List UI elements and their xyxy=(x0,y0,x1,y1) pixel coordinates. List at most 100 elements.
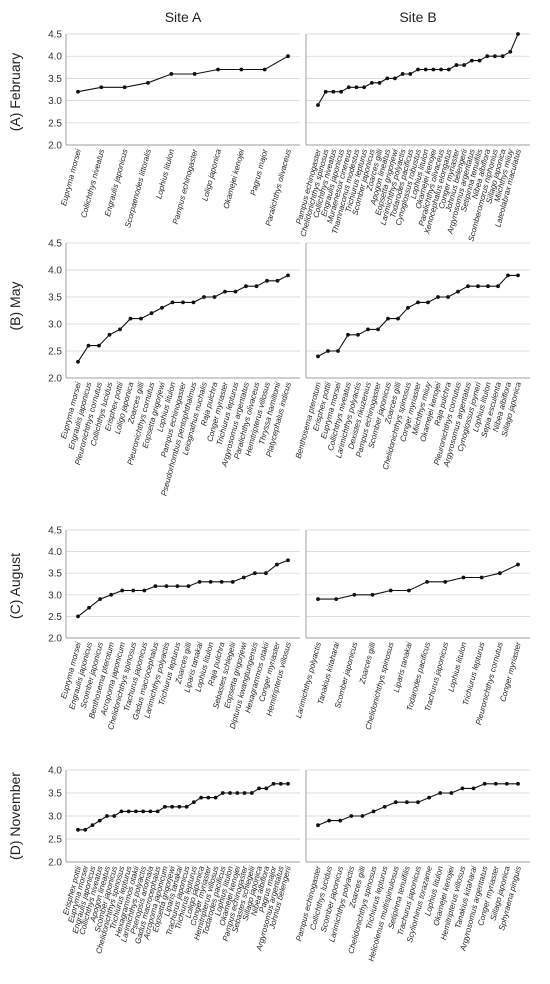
series-line xyxy=(318,564,519,600)
data-point xyxy=(385,76,390,81)
data-point xyxy=(76,614,80,619)
data-point xyxy=(252,571,257,576)
y-tick-label: 3.5 xyxy=(48,74,62,85)
data-point xyxy=(376,327,380,332)
data-point xyxy=(112,814,117,818)
data-point xyxy=(235,791,240,795)
data-point xyxy=(485,54,490,59)
y-tick-label: 4.0 xyxy=(48,766,62,777)
data-point xyxy=(97,343,101,348)
data-point xyxy=(275,562,279,567)
data-point xyxy=(175,584,180,589)
data-point xyxy=(449,791,454,795)
category-label: Larimichthys polyactis xyxy=(294,641,323,719)
data-point xyxy=(431,67,436,72)
data-point xyxy=(466,284,470,289)
data-point xyxy=(99,85,104,90)
category-label: Eupryma morsei xyxy=(59,148,83,207)
data-point xyxy=(516,562,520,567)
data-point xyxy=(109,592,114,597)
data-point xyxy=(346,85,351,90)
y-tick-label: 4.5 xyxy=(48,239,62,250)
data-point xyxy=(146,80,150,85)
data-point xyxy=(216,67,220,72)
data-point xyxy=(126,809,131,814)
data-point xyxy=(436,295,440,299)
data-point xyxy=(128,316,133,321)
data-point xyxy=(426,300,430,305)
data-point xyxy=(316,597,320,602)
data-point xyxy=(170,804,175,809)
column-title-site-b: Site B xyxy=(399,9,436,25)
data-point xyxy=(446,295,450,299)
data-point xyxy=(76,827,80,832)
y-tick-label: 4.0 xyxy=(48,547,62,558)
y-tick-label: 3.0 xyxy=(48,96,62,107)
series-line xyxy=(77,274,289,363)
data-point xyxy=(408,72,413,76)
category-label: Okamejei kenojei xyxy=(222,148,247,210)
data-point xyxy=(286,558,290,563)
data-point xyxy=(339,89,343,94)
data-point xyxy=(331,89,336,94)
y-tick-label: 2.0 xyxy=(48,141,62,152)
data-point xyxy=(496,284,500,289)
data-point xyxy=(366,327,370,332)
data-point xyxy=(264,786,269,791)
data-point xyxy=(336,349,340,353)
data-point xyxy=(460,786,465,791)
category-label: Engraulis japonicus xyxy=(103,148,130,217)
data-point xyxy=(461,575,466,580)
data-point xyxy=(86,343,91,348)
data-point xyxy=(219,579,224,584)
data-point xyxy=(497,571,502,576)
data-point xyxy=(476,284,480,289)
y-tick-label: 3.0 xyxy=(48,812,62,823)
data-point xyxy=(416,800,420,805)
data-point xyxy=(382,804,387,809)
data-point xyxy=(454,63,459,67)
data-point xyxy=(265,278,269,283)
data-point xyxy=(97,818,102,823)
data-point xyxy=(76,89,80,94)
data-point xyxy=(76,359,80,364)
data-point xyxy=(479,575,484,580)
data-point xyxy=(149,311,154,316)
data-point xyxy=(228,791,232,795)
data-point xyxy=(346,332,350,337)
data-point xyxy=(141,809,146,814)
data-point xyxy=(443,579,448,584)
data-point xyxy=(197,579,202,584)
data-point xyxy=(220,791,225,795)
data-point xyxy=(493,54,497,59)
data-point xyxy=(98,597,103,602)
data-point xyxy=(506,273,510,278)
data-point xyxy=(462,63,467,67)
data-point xyxy=(423,67,428,72)
data-point xyxy=(416,67,420,72)
category-label: Pagrus major xyxy=(249,148,270,197)
data-point xyxy=(184,804,189,809)
y-tick-label: 2.5 xyxy=(48,612,62,623)
data-point xyxy=(370,592,375,597)
series-line xyxy=(317,783,518,826)
data-point xyxy=(326,349,330,353)
data-point xyxy=(516,781,520,786)
data-point xyxy=(356,332,360,337)
data-point xyxy=(107,332,112,337)
data-point xyxy=(139,316,143,321)
y-tick-label: 3.0 xyxy=(48,320,62,331)
series-line xyxy=(78,783,288,831)
y-tick-label: 3.5 xyxy=(48,789,62,800)
data-point xyxy=(438,791,443,795)
data-point xyxy=(242,791,247,795)
data-point xyxy=(406,305,410,310)
data-point xyxy=(500,54,505,59)
y-tick-label: 4.5 xyxy=(48,30,62,41)
y-tick-label: 3.5 xyxy=(48,569,62,580)
data-point xyxy=(87,605,91,610)
data-point xyxy=(316,103,320,107)
